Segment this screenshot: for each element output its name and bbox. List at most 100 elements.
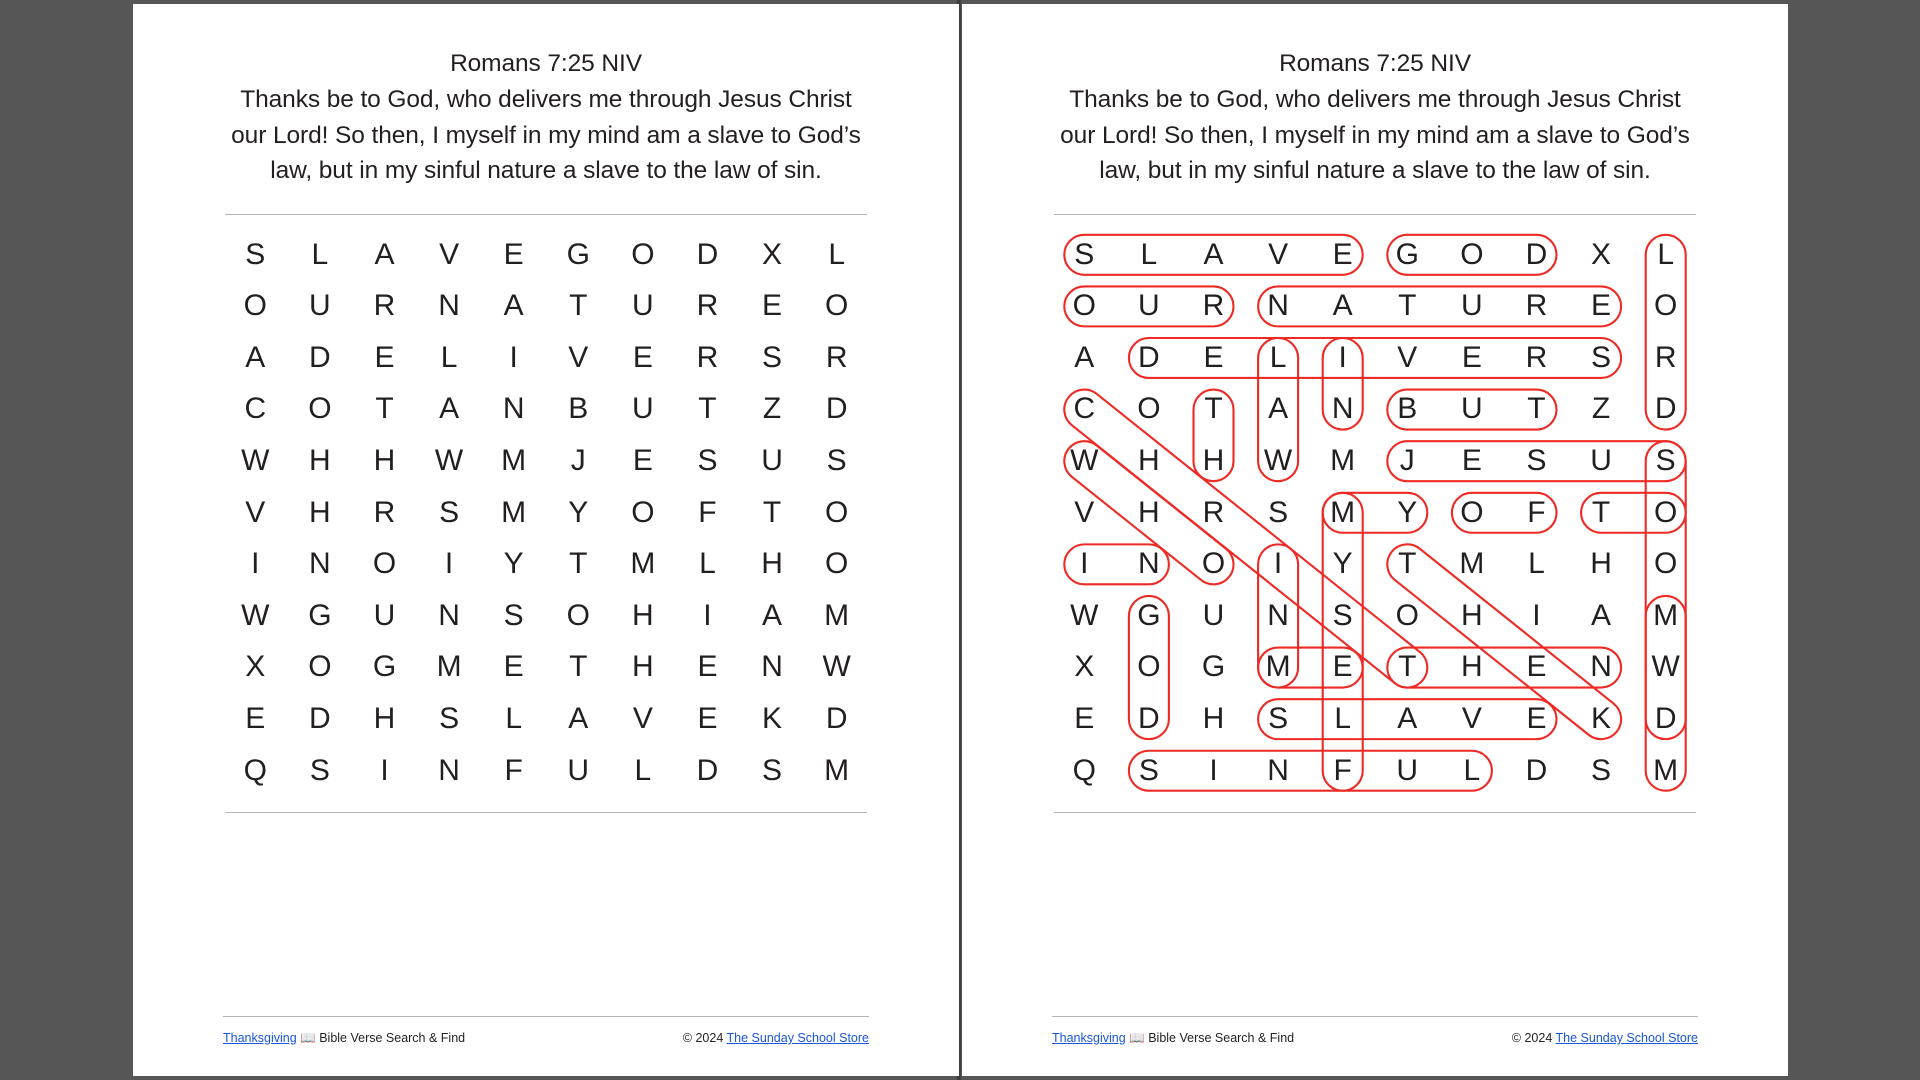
grid-cell[interactable]: C [244, 392, 267, 426]
grid-cell[interactable]: O [1137, 392, 1161, 426]
grid-cell[interactable]: T [1591, 495, 1611, 529]
grid-cell[interactable]: H [1590, 547, 1612, 581]
grid-cell[interactable]: U [1461, 392, 1483, 426]
grid-cell[interactable]: I [251, 547, 260, 581]
grid-cell[interactable]: H [632, 598, 654, 632]
grid-cell[interactable]: C [1073, 392, 1096, 426]
grid-cell[interactable]: S [1591, 340, 1612, 374]
grid-cell[interactable]: E [1461, 444, 1482, 478]
grid-cell[interactable]: U [1202, 598, 1225, 632]
grid-cell[interactable]: E [1074, 702, 1095, 736]
grid-cell[interactable]: T [375, 392, 394, 426]
grid-cell[interactable]: O [1654, 495, 1678, 529]
grid-cell[interactable]: O [1137, 650, 1161, 684]
grid-cell[interactable]: W [241, 598, 270, 632]
grid-cell[interactable]: W [1263, 444, 1293, 478]
grid-cell[interactable]: L [505, 702, 523, 736]
grid-cell[interactable]: U [761, 444, 783, 478]
grid-cell[interactable]: E [697, 702, 718, 736]
grid-cell[interactable]: T [1398, 289, 1417, 323]
grid-cell[interactable]: R [825, 340, 848, 374]
grid-cell[interactable]: W [434, 444, 464, 478]
grid-cell[interactable]: W [1070, 444, 1099, 478]
grid-cell[interactable]: R [1202, 495, 1225, 529]
grid-cell[interactable]: O [825, 289, 849, 323]
grid-cell[interactable]: W [241, 444, 270, 478]
grid-cell[interactable]: S [439, 702, 460, 736]
grid-cell[interactable]: T [698, 392, 717, 426]
grid-cell[interactable]: T [569, 289, 588, 323]
grid-cell[interactable]: A [568, 702, 589, 736]
grid-cell[interactable]: L [440, 340, 458, 374]
grid-cell[interactable]: D [696, 237, 719, 271]
grid-cell[interactable]: M [630, 547, 656, 581]
grid-cell[interactable]: O [308, 392, 332, 426]
grid-cell[interactable]: L [1528, 547, 1545, 581]
grid-cell[interactable]: A [1203, 237, 1224, 271]
grid-cell[interactable]: Y [503, 547, 524, 581]
grid-cell[interactable]: O [1654, 547, 1678, 581]
grid-cell[interactable]: S [762, 340, 783, 374]
grid-cell[interactable]: F [504, 753, 523, 787]
grid-cell[interactable]: A [762, 598, 783, 632]
grid-cell[interactable]: I [1080, 547, 1089, 581]
grid-cell[interactable]: H [309, 444, 331, 478]
grid-cell[interactable]: J [570, 444, 586, 478]
grid-cell[interactable]: I [1338, 340, 1347, 374]
grid-cell[interactable]: M [436, 650, 462, 684]
grid-cell[interactable]: T [1398, 650, 1417, 684]
grid-cell[interactable]: S [1268, 495, 1289, 529]
grid-cell[interactable]: H [1202, 444, 1225, 478]
grid-cell[interactable]: H [1202, 702, 1225, 736]
grid-cell[interactable]: R [1654, 340, 1677, 374]
grid-cell[interactable]: S [697, 444, 718, 478]
grid-cell[interactable]: I [380, 753, 389, 787]
grid-cell[interactable]: S [503, 598, 524, 632]
grid-cell[interactable]: M [824, 598, 850, 632]
grid-cell[interactable]: T [1398, 547, 1417, 581]
grid-cell[interactable]: O [1201, 547, 1226, 581]
grid-cell[interactable]: E [1332, 237, 1353, 271]
grid-cell[interactable]: E [1526, 650, 1547, 684]
grid-cell[interactable]: L [828, 237, 846, 271]
grid-cell[interactable]: O [1460, 237, 1484, 271]
grid-cell[interactable]: X [245, 650, 266, 684]
grid-cell[interactable]: Z [1591, 392, 1611, 426]
grid-cell[interactable]: L [1334, 702, 1352, 736]
grid-cell[interactable]: H [1138, 444, 1160, 478]
grid-cell[interactable]: V [1074, 495, 1095, 529]
grid-cell[interactable]: R [696, 340, 719, 374]
grid-cell[interactable]: N [502, 392, 525, 426]
grid-cell[interactable]: M [824, 753, 850, 787]
grid-cell[interactable]: U [567, 753, 590, 787]
grid-cell[interactable]: V [1461, 702, 1482, 736]
grid-cell[interactable]: V [1397, 340, 1418, 374]
grid-cell[interactable]: S [1074, 237, 1095, 271]
grid-cell[interactable]: A [245, 340, 266, 374]
grid-cell[interactable]: N [1267, 289, 1289, 323]
grid-cell[interactable]: X [762, 237, 783, 271]
grid-cell[interactable]: B [1397, 392, 1418, 426]
grid-cell[interactable]: H [632, 650, 654, 684]
grid-cell[interactable]: G [1137, 598, 1161, 632]
grid-cell[interactable]: E [503, 237, 524, 271]
grid-cell[interactable]: T [569, 547, 588, 581]
grid-cell[interactable]: L [634, 753, 652, 787]
grid-cell[interactable]: O [631, 495, 655, 529]
grid-cell[interactable]: M [1330, 495, 1356, 529]
footer-store-link[interactable]: The Sunday School Store [1555, 1031, 1698, 1045]
grid-cell[interactable]: L [311, 237, 329, 271]
grid-cell[interactable]: I [1273, 547, 1283, 581]
grid-cell[interactable]: U [1461, 289, 1483, 323]
grid-cell[interactable]: D [1654, 392, 1677, 426]
grid-cell[interactable]: A [503, 289, 524, 323]
grid-cell[interactable]: E [632, 340, 653, 374]
grid-cell[interactable]: N [438, 753, 460, 787]
grid-cell[interactable]: G [1395, 237, 1419, 271]
grid-cell[interactable]: H [1461, 650, 1483, 684]
grid-cell[interactable]: E [503, 650, 524, 684]
grid-cell[interactable]: I [509, 340, 518, 374]
grid-cell[interactable]: N [1331, 392, 1354, 426]
grid-cell[interactable]: I [444, 547, 454, 581]
